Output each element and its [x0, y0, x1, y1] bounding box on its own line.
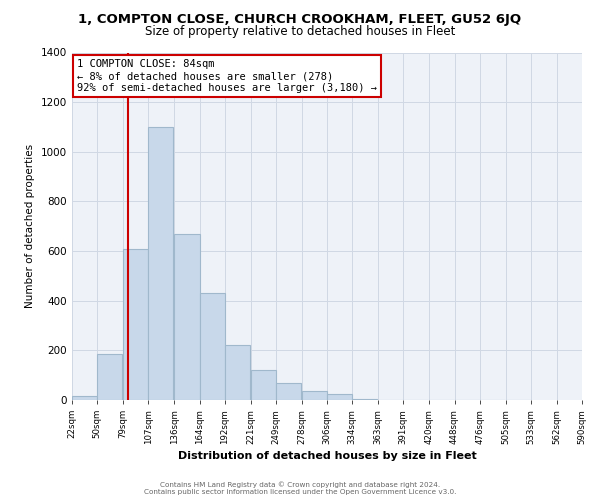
Text: Contains HM Land Registry data © Crown copyright and database right 2024.
Contai: Contains HM Land Registry data © Crown c…	[144, 482, 456, 495]
Bar	[72, 396, 97, 400]
Bar	[175, 234, 199, 400]
Bar	[327, 394, 352, 400]
Text: 1, COMPTON CLOSE, CHURCH CROOKHAM, FLEET, GU52 6JQ: 1, COMPTON CLOSE, CHURCH CROOKHAM, FLEET…	[79, 12, 521, 26]
Bar	[123, 248, 148, 400]
Text: Size of property relative to detached houses in Fleet: Size of property relative to detached ho…	[145, 25, 455, 38]
Bar	[224, 346, 250, 400]
Bar	[352, 399, 377, 400]
Bar	[276, 382, 301, 400]
X-axis label: Distribution of detached houses by size in Fleet: Distribution of detached houses by size …	[178, 451, 476, 461]
Y-axis label: Number of detached properties: Number of detached properties	[25, 144, 35, 308]
Bar	[199, 294, 224, 400]
Text: 1 COMPTON CLOSE: 84sqm
← 8% of detached houses are smaller (278)
92% of semi-det: 1 COMPTON CLOSE: 84sqm ← 8% of detached …	[77, 60, 377, 92]
Bar	[148, 127, 173, 400]
Bar	[302, 392, 327, 400]
Bar	[251, 370, 276, 400]
Bar	[97, 354, 122, 400]
